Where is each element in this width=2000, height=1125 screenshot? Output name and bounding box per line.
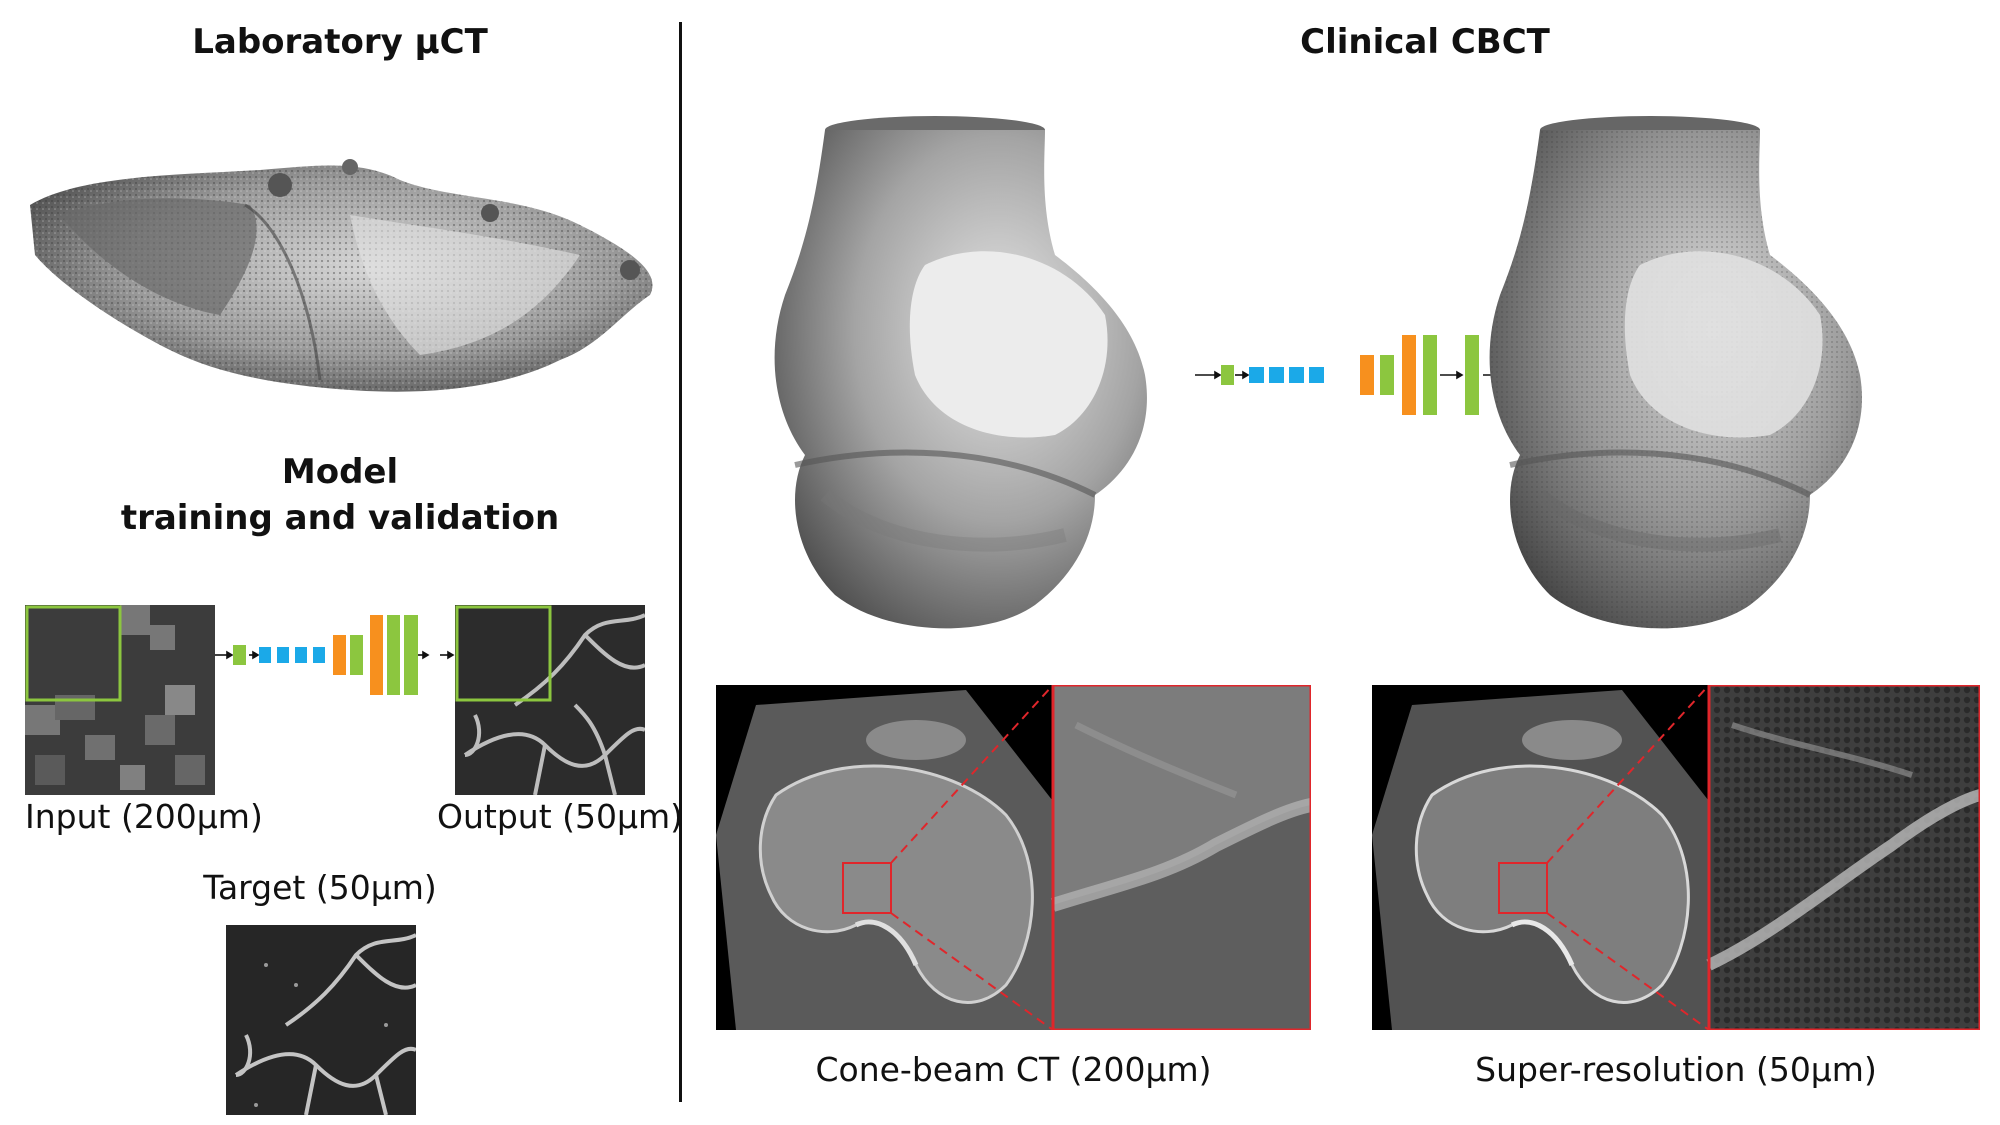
output-caption: Output (50μm) (437, 797, 684, 836)
lab-microct-specimen-render (20, 145, 670, 405)
network-diagram-right (1195, 330, 1515, 420)
cbct-slice-with-zoom (716, 685, 1311, 1030)
input-low-res-patch (25, 605, 215, 795)
model-training-title-line2: training and validation (120, 498, 560, 538)
network-output-layer-left (404, 615, 418, 695)
model-training-title-line1: Model (281, 452, 399, 492)
left-panel-title: Laboratory μCT (192, 22, 488, 62)
target-caption: Target (50μm) (203, 868, 437, 907)
cbct-caption: Cone-beam CT (200μm) (815, 1050, 1212, 1089)
panel-divider (679, 22, 682, 1102)
right-panel-title: Clinical CBCT (1300, 22, 1550, 62)
super-resolution-caption: Super-resolution (50μm) (1475, 1050, 1877, 1089)
super-resolution-slice-with-zoom (1372, 685, 1980, 1030)
output-super-res-patch (455, 605, 645, 795)
knee-cbct-render (765, 115, 1185, 645)
target-high-res-patch (226, 925, 416, 1115)
input-caption: Input (200μm) (25, 797, 263, 836)
knee-super-resolution-render (1480, 115, 1900, 645)
network-diagram-left (215, 610, 455, 700)
